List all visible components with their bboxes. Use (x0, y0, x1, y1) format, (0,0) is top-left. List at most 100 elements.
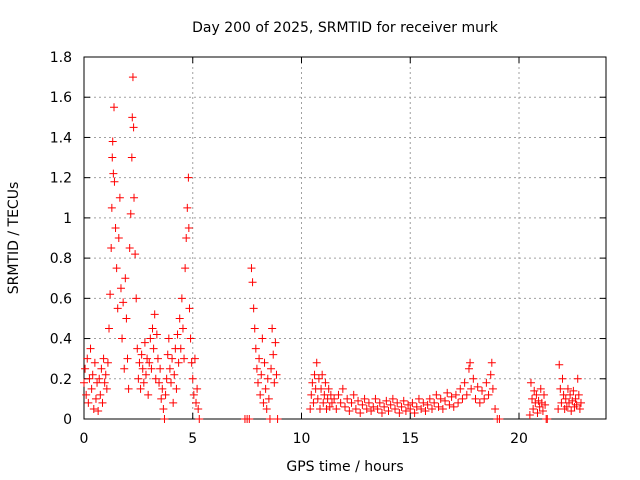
x-tick-label: 0 (80, 431, 89, 447)
grid-lines (84, 57, 606, 419)
data-point (110, 103, 119, 112)
data-point (533, 408, 542, 417)
data-point (186, 334, 195, 343)
data-point (325, 402, 334, 411)
data-point (128, 73, 137, 82)
data-point (568, 396, 577, 405)
data-point (313, 394, 322, 403)
data-point (395, 408, 404, 417)
data-point (397, 402, 406, 411)
data-point (272, 370, 281, 379)
data-point (417, 404, 426, 413)
y-tick-label: 1 (63, 211, 72, 227)
y-tick-label: 1.6 (50, 90, 72, 106)
data-point (169, 398, 178, 407)
data-point (373, 404, 382, 413)
data-point (571, 394, 580, 403)
data-point (341, 402, 349, 411)
data-point (412, 402, 421, 411)
data-point (83, 354, 92, 363)
data-point (314, 374, 323, 383)
data-point (269, 350, 278, 359)
data-point (406, 404, 415, 413)
data-point (155, 378, 164, 387)
data-point (129, 123, 138, 132)
data-point (576, 398, 585, 407)
data-point (132, 294, 141, 303)
data-point (327, 398, 336, 407)
data-point (82, 390, 91, 399)
data-point (164, 334, 173, 343)
data-point (537, 398, 546, 407)
data-point (556, 384, 565, 393)
data-point (89, 404, 98, 413)
data-point (93, 378, 102, 387)
data-point (466, 358, 475, 367)
y-tick-label: 1.8 (50, 50, 72, 66)
data-point (181, 264, 190, 273)
data-point (349, 390, 358, 399)
data-point (90, 358, 99, 367)
data-point (332, 404, 341, 413)
data-point (268, 324, 277, 333)
data-point (99, 354, 108, 363)
data-point (106, 290, 115, 299)
data-point (113, 304, 122, 313)
data-point (91, 394, 100, 403)
data-point (101, 370, 110, 379)
data-point (163, 350, 172, 359)
data-point (168, 354, 177, 363)
data-point (486, 370, 495, 379)
data-point (178, 324, 187, 333)
data-point (165, 364, 174, 373)
data-point (265, 415, 274, 423)
y-tick-label: 1.4 (50, 130, 72, 146)
data-point (528, 394, 537, 403)
data-point (116, 284, 125, 293)
data-point (180, 354, 189, 363)
data-point (126, 209, 135, 218)
data-point (125, 244, 134, 253)
data-point (97, 364, 106, 373)
data-point (140, 338, 149, 347)
axis-ticks: 0 0.2 0.4 0.6 0.8 1 1.2 1.4 1.6 1.8 0 5 10 15 20 (50, 50, 606, 447)
data-point (156, 364, 165, 373)
data-point (558, 374, 567, 383)
data-point (530, 386, 539, 395)
data-point (382, 396, 391, 405)
data-point (399, 396, 408, 405)
y-tick-label: 0.4 (50, 332, 72, 348)
data-point (317, 384, 326, 393)
data-point (96, 390, 105, 399)
data-point (575, 404, 584, 413)
y-tick-label: 0.2 (50, 372, 72, 388)
data-point (94, 406, 103, 415)
data-point (375, 398, 384, 407)
data-point (183, 203, 192, 212)
data-point (172, 384, 181, 393)
data-point (380, 402, 389, 411)
data-point (95, 374, 104, 383)
data-point (85, 374, 94, 383)
data-point (195, 415, 204, 423)
data-point (98, 398, 107, 407)
data-point (87, 384, 96, 393)
data-point (245, 415, 254, 423)
data-point (182, 234, 191, 242)
data-point (175, 314, 184, 323)
data-point (423, 400, 432, 409)
data-point (336, 398, 345, 407)
data-point (118, 334, 127, 343)
data-point (109, 169, 118, 178)
data-point (534, 396, 543, 405)
y-tick-label: 0 (63, 412, 72, 428)
data-point (364, 398, 373, 407)
data-point (532, 390, 541, 399)
data-point (190, 354, 199, 363)
data-point (565, 398, 574, 407)
data-point (151, 374, 160, 383)
data-point (248, 278, 257, 287)
data-point (107, 203, 116, 212)
x-tick-label: 20 (510, 431, 528, 447)
